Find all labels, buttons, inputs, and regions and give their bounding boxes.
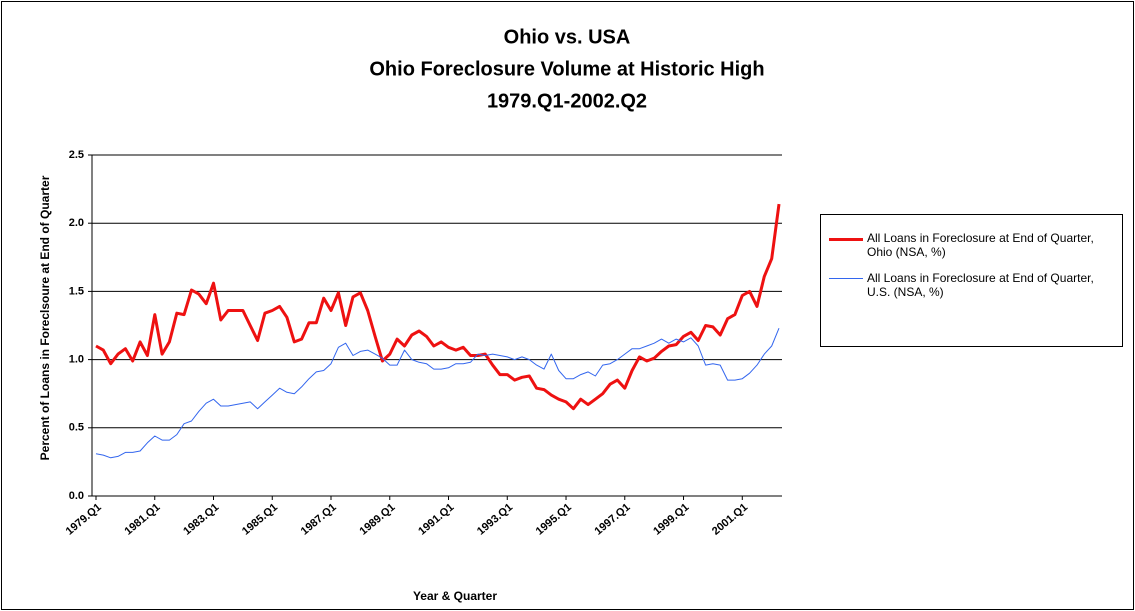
y-tick-label: 2.5 <box>69 149 84 161</box>
x-tick-label: 1983.Q1 <box>181 501 221 537</box>
chart-title: Ohio vs. USA <box>504 26 631 48</box>
chart-title: Ohio Foreclosure Volume at Historic High <box>369 58 764 80</box>
y-tick-label: 0.0 <box>69 490 84 502</box>
x-tick-label: 1989.Q1 <box>358 501 398 537</box>
legend-swatch <box>829 278 863 279</box>
legend-item: All Loans in Foreclosure at End of Quart… <box>829 231 1114 259</box>
legend-swatch <box>829 238 863 241</box>
legend-label: All Loans in Foreclosure at End of Quart… <box>867 231 1094 259</box>
chart-title: 1979.Q1-2002.Q2 <box>487 90 647 112</box>
legend: All Loans in Foreclosure at End of Quart… <box>820 214 1123 347</box>
y-tick-label: 1.5 <box>69 285 84 297</box>
x-tick-label: 1981.Q1 <box>123 501 163 537</box>
x-tick-label: 1993.Q1 <box>475 501 515 537</box>
x-tick-label: 1987.Q1 <box>299 501 339 537</box>
x-tick-label: 1979.Q1 <box>64 501 104 537</box>
legend-item: All Loans in Foreclosure at End of Quart… <box>829 271 1114 299</box>
y-tick-label: 0.5 <box>69 422 84 434</box>
legend-label: All Loans in Foreclosure at End of Quart… <box>867 271 1094 299</box>
y-tick-label: 1.0 <box>69 354 84 366</box>
y-tick-label: 2.0 <box>69 217 84 229</box>
x-tick-label: 1985.Q1 <box>240 501 280 537</box>
series-line <box>95 203 781 411</box>
x-tick-label: 1997.Q1 <box>593 501 633 537</box>
series-line <box>95 328 780 459</box>
x-tick-label: 2001.Q1 <box>710 501 750 537</box>
x-tick-label: 1999.Q1 <box>651 501 691 537</box>
x-tick-label: 1991.Q1 <box>416 501 456 537</box>
x-tick-label: 1995.Q1 <box>534 501 574 537</box>
y-axis-label: Percent of Loans in Foreclsoure at End o… <box>38 175 52 461</box>
x-axis-label: Year & Quarter <box>413 589 497 603</box>
